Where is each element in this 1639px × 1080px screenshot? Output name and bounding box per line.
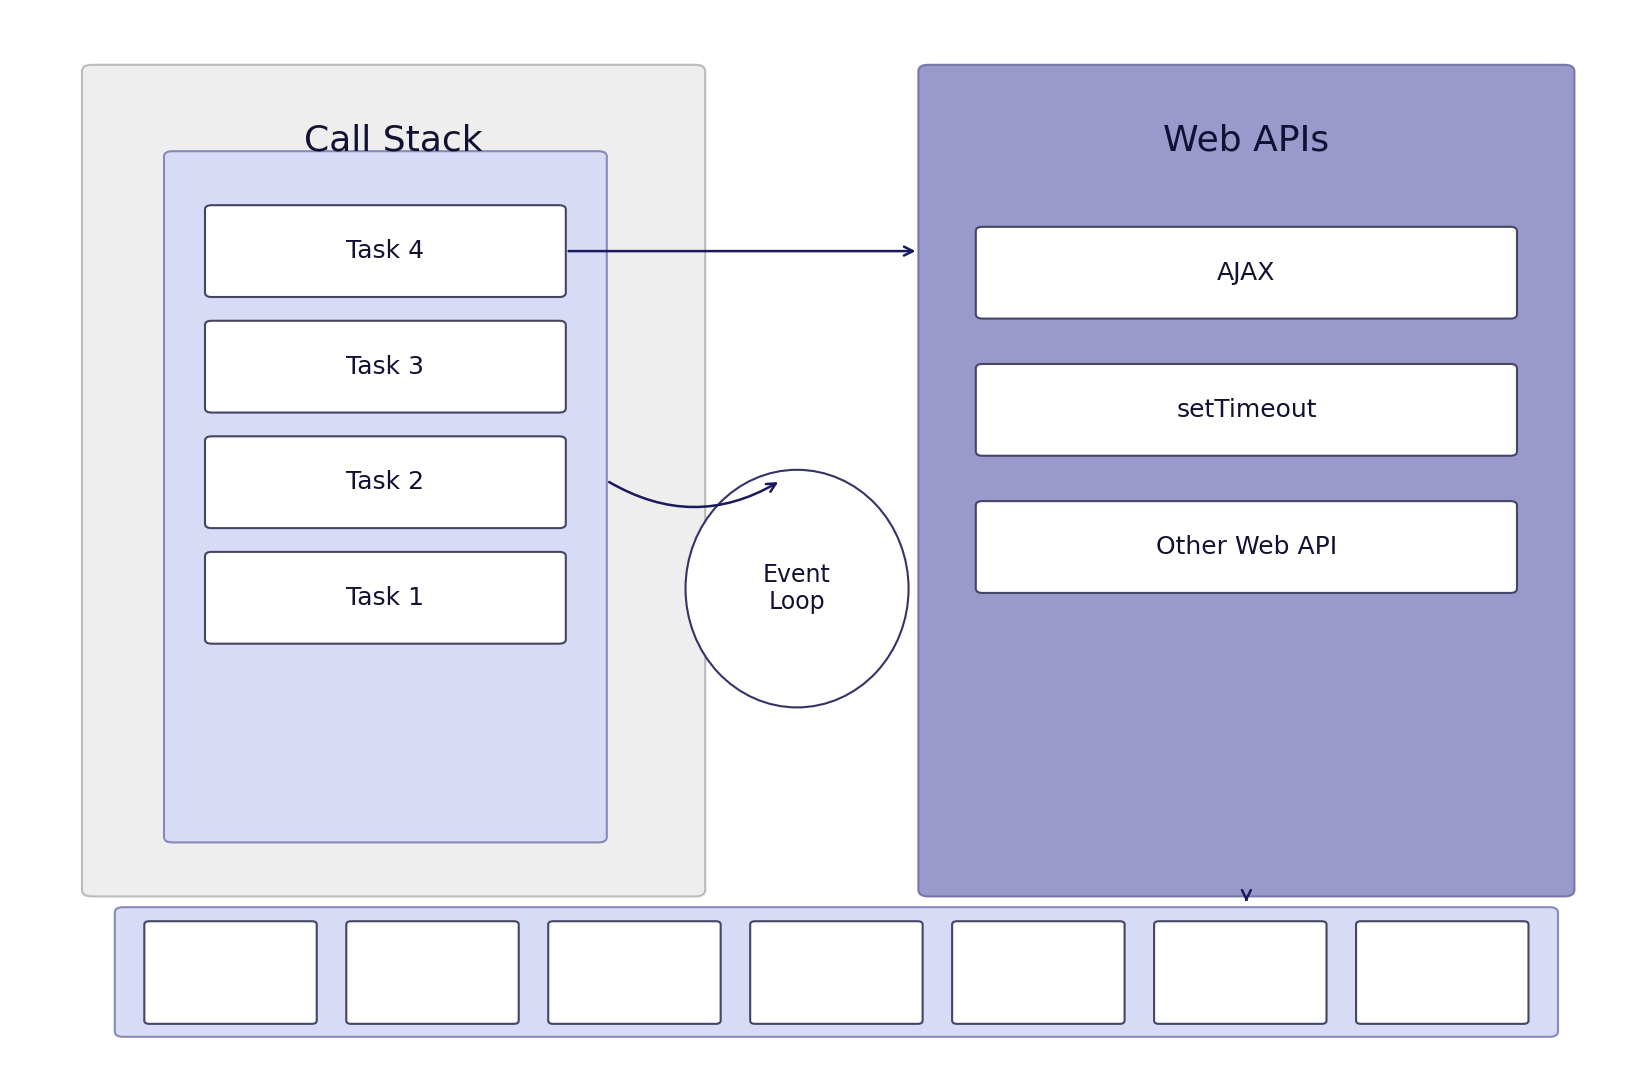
Text: AJAX: AJAX	[1216, 260, 1275, 285]
FancyBboxPatch shape	[144, 921, 316, 1024]
Text: Task 4: Task 4	[346, 239, 425, 264]
FancyBboxPatch shape	[164, 151, 606, 842]
FancyBboxPatch shape	[205, 321, 565, 413]
Text: Other Web API: Other Web API	[1155, 535, 1336, 559]
Text: Task 3: Task 3	[346, 354, 425, 379]
FancyBboxPatch shape	[115, 907, 1557, 1037]
FancyArrowPatch shape	[569, 246, 913, 256]
FancyBboxPatch shape	[749, 921, 923, 1024]
FancyArrowPatch shape	[608, 482, 775, 507]
Text: Task 2: Task 2	[346, 470, 425, 495]
FancyBboxPatch shape	[205, 205, 565, 297]
Text: Call Stack: Call Stack	[305, 123, 482, 158]
Text: Task 1: Task 1	[346, 585, 425, 610]
FancyBboxPatch shape	[975, 364, 1516, 456]
FancyBboxPatch shape	[547, 921, 720, 1024]
FancyBboxPatch shape	[205, 552, 565, 644]
FancyBboxPatch shape	[952, 921, 1124, 1024]
FancyBboxPatch shape	[918, 65, 1573, 896]
FancyBboxPatch shape	[975, 501, 1516, 593]
Text: Web APIs: Web APIs	[1162, 123, 1329, 158]
FancyBboxPatch shape	[346, 921, 518, 1024]
FancyBboxPatch shape	[1154, 921, 1326, 1024]
FancyBboxPatch shape	[1355, 921, 1528, 1024]
Text: Event
Loop: Event Loop	[762, 563, 831, 615]
FancyBboxPatch shape	[82, 65, 705, 896]
FancyBboxPatch shape	[205, 436, 565, 528]
FancyBboxPatch shape	[975, 227, 1516, 319]
Text: setTimeout: setTimeout	[1175, 397, 1316, 422]
Ellipse shape	[685, 470, 908, 707]
